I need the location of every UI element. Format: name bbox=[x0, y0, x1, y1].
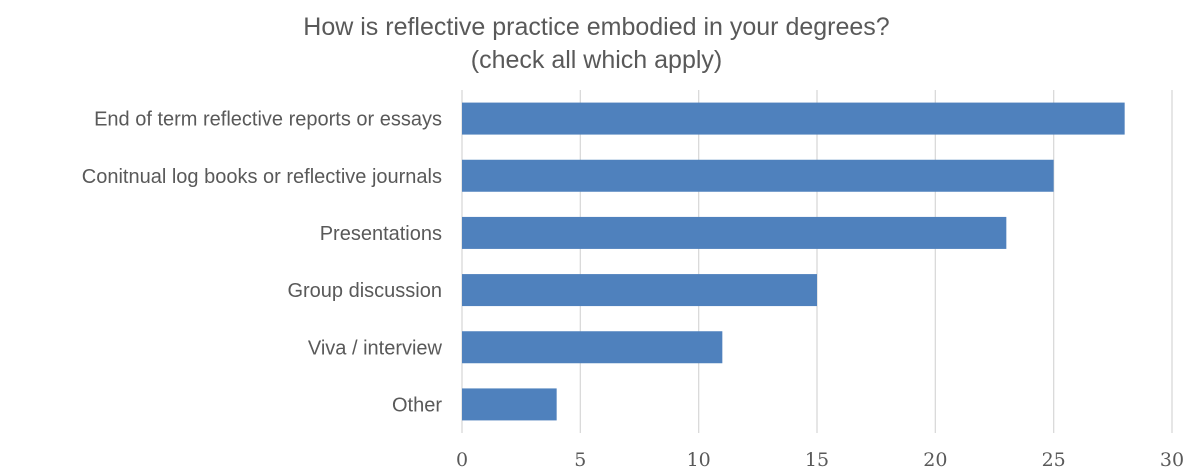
category-label-1: End of term reflective reports or essays bbox=[94, 109, 442, 131]
chart-title-line-2: (check all which apply) bbox=[470, 46, 723, 74]
category-label-4: Group discussion bbox=[287, 280, 442, 302]
x-tick-label-20: 20 bbox=[923, 449, 947, 471]
x-tick-label-5: 5 bbox=[574, 449, 586, 471]
category-label-6: Other bbox=[392, 394, 442, 416]
x-tick-label-30: 30 bbox=[1160, 449, 1184, 471]
x-tick-label-10: 10 bbox=[687, 449, 711, 471]
bar-3 bbox=[462, 216, 1007, 249]
x-tick-label-0: 0 bbox=[456, 449, 468, 471]
bar-2 bbox=[462, 159, 1054, 192]
x-tick-label-15: 15 bbox=[805, 449, 829, 471]
bar-6 bbox=[462, 388, 557, 421]
bar-4 bbox=[462, 274, 817, 307]
bar-5 bbox=[462, 331, 723, 364]
category-label-5: Viva / interview bbox=[308, 337, 443, 359]
bar-1 bbox=[462, 102, 1125, 135]
category-label-2: Conitnual log books or reflective journa… bbox=[82, 166, 442, 188]
chart-title-line-1: How is reflective practice embodied in y… bbox=[303, 13, 890, 41]
x-tick-label-25: 25 bbox=[1042, 449, 1066, 471]
category-label-3: Presentations bbox=[320, 223, 442, 245]
